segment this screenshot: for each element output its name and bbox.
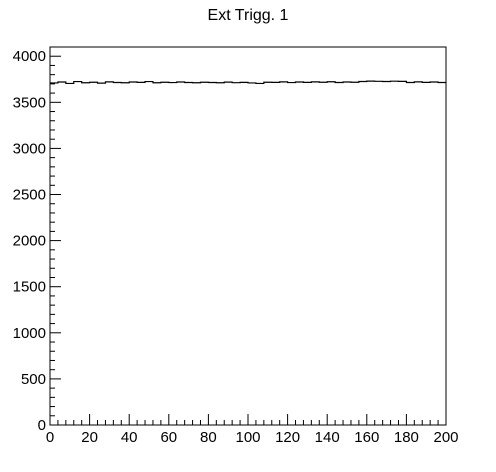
x-tick-label: 100: [235, 429, 260, 446]
x-axis: 0 20 40 60 80 100 120 140 160 180 200: [46, 414, 459, 446]
y-tick-label: 2000: [13, 233, 46, 250]
y-tick-label: 2500: [13, 187, 46, 204]
y-tick-label: 500: [21, 371, 46, 388]
series-line-0: [50, 80, 447, 85]
y-tick-label: 3500: [13, 94, 46, 111]
y-tick-label: 1500: [13, 279, 46, 296]
x-tick-label: 0: [46, 429, 54, 446]
x-tick-label: 140: [315, 429, 340, 446]
y-tick-label: 3000: [13, 140, 46, 157]
y-tick-label: 1000: [13, 325, 46, 342]
x-tick-label: 180: [394, 429, 419, 446]
x-tick-label: 200: [433, 429, 458, 446]
y-tick-label: 4000: [13, 48, 46, 65]
chart-title: Ext Trigg. 1: [208, 7, 289, 24]
x-tick-label: 120: [275, 429, 300, 446]
y-axis: 0 500 1000 1500 2000 2500 3000 3500 4000: [13, 46, 61, 434]
x-tick-label: 160: [354, 429, 379, 446]
x-tick-label: 20: [81, 429, 98, 446]
x-tick-label: 40: [121, 429, 138, 446]
plot-frame: [49, 46, 447, 426]
x-tick-label: 80: [200, 429, 217, 446]
series-group: [50, 80, 447, 85]
y-tick-label: 0: [38, 417, 46, 434]
x-tick-label: 60: [160, 429, 177, 446]
